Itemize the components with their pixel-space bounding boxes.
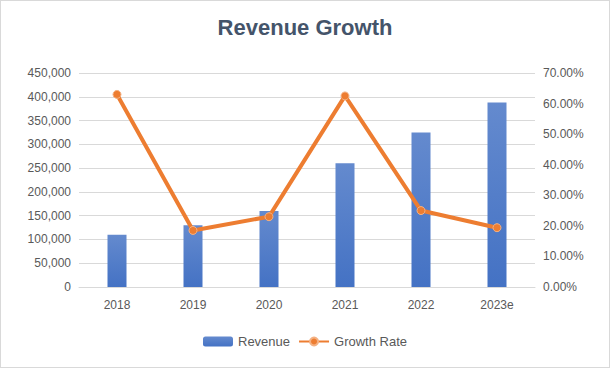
svg-text:2020: 2020 bbox=[256, 298, 283, 312]
svg-text:70.00%: 70.00% bbox=[543, 66, 584, 80]
svg-text:400,000: 400,000 bbox=[28, 90, 72, 104]
svg-text:0.00%: 0.00% bbox=[543, 280, 577, 294]
svg-text:50.00%: 50.00% bbox=[543, 127, 584, 141]
svg-text:2022: 2022 bbox=[408, 298, 435, 312]
svg-text:350,000: 350,000 bbox=[28, 114, 72, 128]
svg-text:10.00%: 10.00% bbox=[543, 249, 584, 263]
svg-text:50,000: 50,000 bbox=[34, 256, 71, 270]
svg-text:300,000: 300,000 bbox=[28, 137, 72, 151]
svg-text:2018: 2018 bbox=[104, 298, 131, 312]
svg-text:Revenue: Revenue bbox=[238, 334, 290, 349]
svg-text:Growth Rate: Growth Rate bbox=[334, 334, 407, 349]
svg-text:0: 0 bbox=[64, 280, 71, 294]
svg-text:60.00%: 60.00% bbox=[543, 97, 584, 111]
svg-text:2019: 2019 bbox=[180, 298, 207, 312]
svg-text:40.00%: 40.00% bbox=[543, 158, 584, 172]
svg-text:200,000: 200,000 bbox=[28, 185, 72, 199]
svg-text:100,000: 100,000 bbox=[28, 232, 72, 246]
svg-text:250,000: 250,000 bbox=[28, 161, 72, 175]
svg-text:2023e: 2023e bbox=[480, 298, 514, 312]
svg-text:150,000: 150,000 bbox=[28, 209, 72, 223]
svg-text:450,000: 450,000 bbox=[28, 66, 72, 80]
svg-text:Revenue Growth: Revenue Growth bbox=[218, 15, 393, 40]
svg-text:20.00%: 20.00% bbox=[543, 219, 584, 233]
svg-text:30.00%: 30.00% bbox=[543, 188, 584, 202]
svg-text:2021: 2021 bbox=[332, 298, 359, 312]
